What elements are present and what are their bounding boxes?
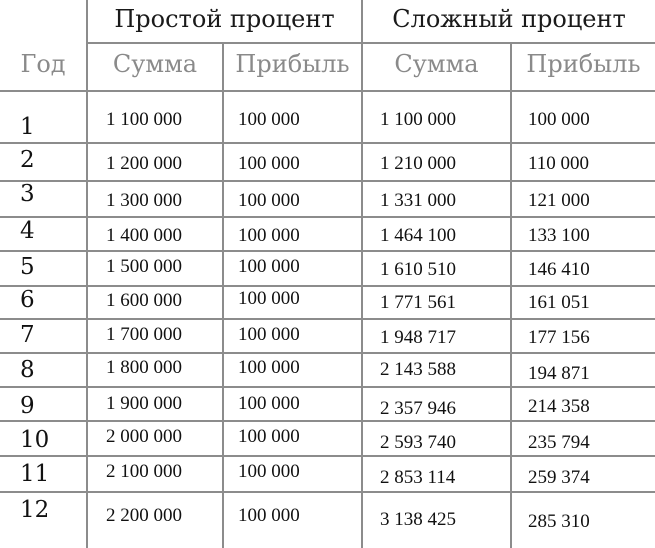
compound-sum-cell: 2 357 946 — [380, 398, 456, 419]
row-separator — [0, 318, 655, 320]
simple-profit-cell: 100 000 — [238, 190, 300, 211]
compound-sum-cell: 2 143 588 — [380, 359, 456, 380]
simple-sum-cell: 1 700 000 — [106, 324, 182, 345]
simple-sum-cell: 2 100 000 — [106, 461, 182, 482]
simple-profit-cell: 100 000 — [238, 461, 300, 482]
simple-profit-cell: 100 000 — [238, 225, 300, 246]
simple-sum-cell: 1 300 000 — [106, 190, 182, 211]
simple-sum-cell: 1 200 000 — [106, 153, 182, 174]
simple-sum-cell: 1 400 000 — [106, 225, 182, 246]
compound-sum-cell: 1 100 000 — [380, 109, 456, 130]
compound-profit-cell: 259 374 — [528, 467, 590, 488]
compound-profit-cell: 100 000 — [528, 109, 590, 130]
compound-profit-cell: 121 000 — [528, 190, 590, 211]
compound-profit-cell: 133 100 — [528, 225, 590, 246]
col-header-simple-profit: Прибыль — [235, 50, 350, 78]
year-cell: 1 — [20, 114, 35, 140]
simple-profit-cell: 100 000 — [238, 505, 300, 526]
year-cell: 12 — [20, 497, 50, 523]
compound-profit-cell: 177 156 — [528, 327, 590, 348]
row-separator — [0, 250, 655, 252]
row-separator — [0, 180, 655, 182]
year-cell: 11 — [20, 461, 50, 487]
compound-sum-cell: 2 593 740 — [380, 432, 456, 453]
simple-sum-cell: 1 100 000 — [106, 109, 182, 130]
grid-vline-simple — [222, 44, 224, 548]
simple-profit-cell: 100 000 — [238, 109, 300, 130]
col-header-simple-sum: Сумма — [112, 50, 198, 78]
year-header: Год — [20, 50, 66, 78]
grid-hline-header — [0, 90, 655, 92]
compound-sum-cell: 1 464 100 — [380, 225, 456, 246]
simple-sum-cell: 2 200 000 — [106, 505, 182, 526]
row-separator — [0, 455, 655, 457]
simple-profit-cell: 100 000 — [238, 153, 300, 174]
simple-profit-cell: 100 000 — [238, 324, 300, 345]
simple-sum-cell: 1 600 000 — [106, 290, 182, 311]
col-header-compound-profit: Прибыль — [526, 50, 641, 78]
simple-profit-cell: 100 000 — [238, 393, 300, 414]
compound-sum-cell: 2 853 114 — [380, 467, 456, 488]
year-cell: 3 — [20, 181, 35, 207]
compound-sum-cell: 1 610 510 — [380, 259, 456, 280]
grid-hline-groups — [86, 42, 655, 44]
compound-profit-cell: 110 000 — [528, 153, 590, 174]
simple-sum-cell: 2 000 000 — [106, 426, 182, 447]
col-header-compound-sum: Сумма — [394, 50, 479, 78]
year-cell: 9 — [20, 393, 35, 419]
row-separator — [0, 216, 655, 218]
row-separator — [0, 491, 655, 493]
year-cell: 2 — [20, 147, 35, 173]
year-cell: 7 — [20, 322, 35, 348]
row-separator — [0, 420, 655, 422]
compound-sum-cell: 1 210 000 — [380, 153, 456, 174]
compound-profit-cell: 161 051 — [528, 292, 590, 313]
year-cell: 4 — [20, 218, 35, 244]
compound-sum-cell: 1 331 000 — [380, 190, 456, 211]
compound-profit-cell: 146 410 — [528, 259, 590, 280]
simple-sum-cell: 1 900 000 — [106, 393, 182, 414]
compound-sum-cell: 1 948 717 — [380, 327, 456, 348]
grid-vline-year — [86, 0, 88, 548]
compound-sum-cell: 1 771 561 — [380, 292, 456, 313]
compound-sum-cell: 3 138 425 — [380, 509, 456, 530]
simple-profit-cell: 100 000 — [238, 426, 300, 447]
compound-profit-cell: 285 310 — [528, 511, 590, 532]
simple-profit-cell: 100 000 — [238, 256, 300, 277]
group-title-compound: Сложный процент — [392, 5, 626, 33]
row-separator — [0, 285, 655, 287]
compound-profit-cell: 194 871 — [528, 363, 590, 384]
row-separator — [0, 352, 655, 354]
grid-vline-group — [361, 0, 363, 548]
simple-profit-cell: 100 000 — [238, 288, 300, 309]
compound-profit-cell: 214 358 — [528, 396, 590, 417]
compound-profit-cell: 235 794 — [528, 432, 590, 453]
year-cell: 8 — [20, 357, 35, 383]
row-separator — [0, 386, 655, 388]
simple-sum-cell: 1 500 000 — [106, 256, 182, 277]
year-cell: 6 — [20, 287, 35, 313]
simple-sum-cell: 1 800 000 — [106, 357, 182, 378]
row-separator — [0, 142, 655, 144]
group-title-simple: Простой процент — [114, 5, 335, 33]
year-cell: 10 — [20, 427, 50, 453]
year-cell: 5 — [20, 254, 35, 280]
simple-profit-cell: 100 000 — [238, 357, 300, 378]
grid-vline-compound — [510, 44, 512, 548]
